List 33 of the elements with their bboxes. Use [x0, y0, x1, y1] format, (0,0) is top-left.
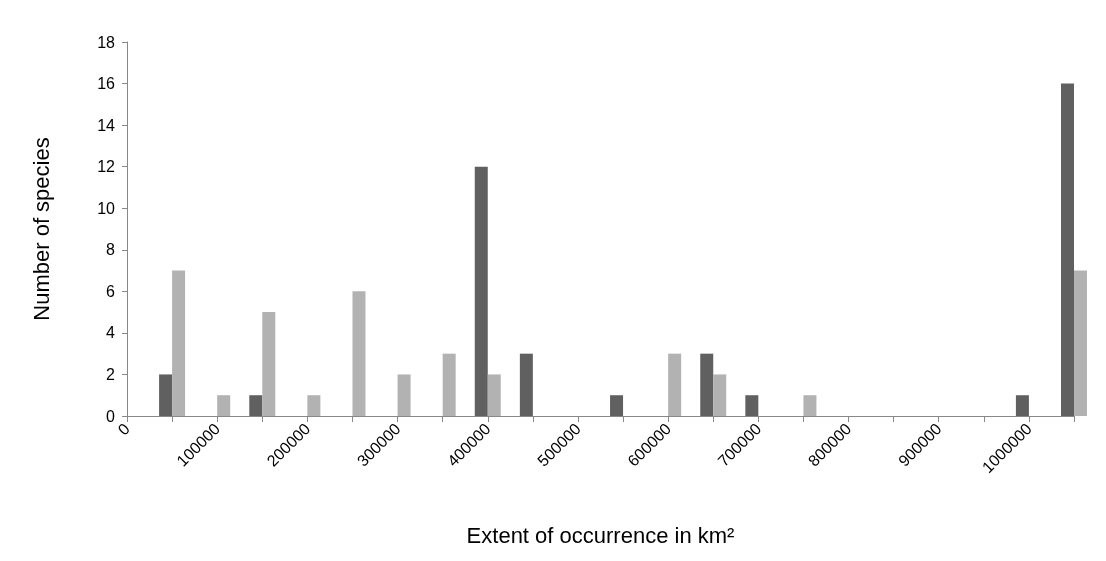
bar	[745, 395, 759, 416]
bar	[519, 353, 533, 416]
bar	[487, 374, 501, 416]
y-tick-label: 2	[106, 365, 116, 383]
y-tick-label: 10	[97, 199, 116, 217]
y-axis-title: Number of species	[28, 137, 54, 321]
bar	[217, 395, 231, 416]
bar	[172, 270, 186, 416]
bar	[610, 395, 624, 416]
bar	[262, 312, 276, 416]
y-tick-label: 18	[97, 33, 116, 51]
y-tick-label: 4	[106, 324, 116, 342]
bar	[700, 353, 714, 416]
bar	[442, 353, 456, 416]
bar	[668, 353, 682, 416]
y-tick-label: 16	[97, 75, 116, 93]
x-axis-title: Extent of occurrence in km²	[466, 522, 735, 548]
bar	[803, 395, 817, 416]
y-tick-label: 6	[106, 282, 116, 300]
bar	[159, 374, 173, 416]
bar	[1015, 395, 1029, 416]
y-tick-label: 8	[106, 241, 116, 259]
y-tick-label: 0	[106, 407, 116, 425]
bar	[307, 395, 321, 416]
bar	[249, 395, 263, 416]
bar	[1074, 270, 1087, 416]
y-tick-label: 14	[97, 116, 116, 134]
bar	[474, 166, 488, 416]
bar	[713, 374, 727, 416]
bar	[397, 374, 411, 416]
bar	[1061, 83, 1074, 416]
bar	[352, 291, 366, 416]
y-tick-label: 12	[97, 158, 116, 176]
